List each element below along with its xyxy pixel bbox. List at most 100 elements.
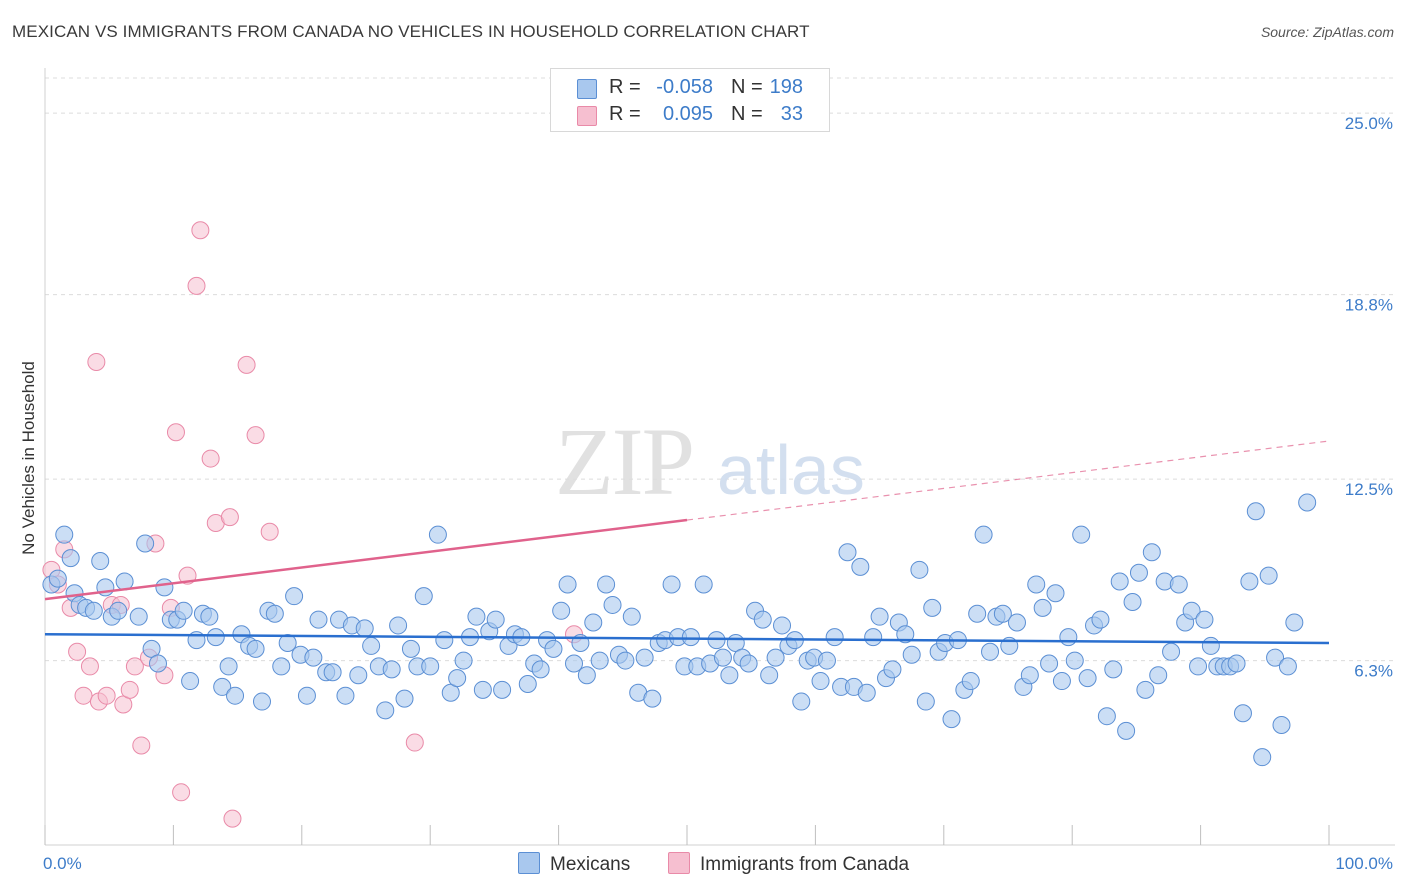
y-axis-label: No Vehicles in Household (19, 361, 38, 555)
data-point-mexicans (753, 610, 772, 629)
data-point-mexicans (421, 657, 440, 676)
legend-n-value: 198 (769, 76, 803, 98)
data-point-mexicans (739, 654, 758, 673)
data-point-mexicans (1065, 651, 1084, 670)
data-point-mexicans (1129, 563, 1148, 582)
data-point-mexicans (219, 657, 238, 676)
data-point-canada (191, 221, 210, 240)
data-point-mexicans (942, 710, 961, 729)
data-point-canada (125, 657, 144, 676)
trend-line-mexicans (44, 632, 1330, 645)
data-point-mexicans (643, 689, 662, 708)
data-point-mexicans (1169, 575, 1188, 594)
data-point-mexicans (616, 651, 635, 670)
data-point-mexicans (811, 672, 830, 691)
data-point-mexicans (1020, 666, 1039, 685)
data-point-canada (166, 423, 185, 442)
data-point-mexicans (1142, 543, 1161, 562)
data-point-mexicans (297, 686, 316, 705)
data-point-canada (246, 426, 265, 445)
data-point-canada (97, 686, 116, 705)
watermark: ZIP atlas (555, 408, 865, 515)
data-point-mexicans (713, 648, 732, 667)
data-point-mexicans (1046, 584, 1065, 603)
data-point-mexicans (974, 525, 993, 544)
data-point-mexicans (1091, 610, 1110, 629)
data-point-mexicans (1272, 715, 1291, 734)
data-point-mexicans (467, 607, 486, 626)
data-point-mexicans (91, 552, 110, 571)
data-point-mexicans (136, 534, 155, 553)
data-point-mexicans (993, 604, 1012, 623)
watermark-atlas: atlas (717, 431, 865, 509)
legend-row-mexicans: R = -0.058 N = 198 (551, 75, 829, 101)
data-point-mexicans (1298, 493, 1317, 512)
data-point-mexicans (597, 575, 616, 594)
data-point-mexicans (362, 636, 381, 655)
data-point-mexicans (1227, 654, 1246, 673)
data-point-mexicans (584, 613, 603, 632)
legend-r-label: R = (609, 76, 641, 98)
trend-line-canada-projection (686, 440, 1330, 521)
data-point-mexicans (1033, 598, 1052, 617)
data-point-mexicans (961, 672, 980, 691)
data-point-mexicans (883, 660, 902, 679)
x-tick-label: 0.0% (43, 854, 82, 873)
data-point-mexicans (206, 628, 225, 647)
data-point-mexicans (857, 683, 876, 702)
data-point-mexicans (309, 610, 328, 629)
legend: R = -0.058 N = 198 R = 0.095 N = 33 (550, 68, 830, 132)
data-point-mexicans (1052, 672, 1071, 691)
data-point-mexicans (864, 628, 883, 647)
data-point-mexicans (662, 575, 681, 594)
data-point-mexicans (1278, 657, 1297, 676)
data-point-mexicans (1162, 642, 1181, 661)
data-point-canada (405, 733, 424, 752)
data-point-mexicans (838, 543, 857, 562)
data-point-mexicans (1195, 610, 1214, 629)
data-point-mexicans (473, 680, 492, 699)
data-point-mexicans (1040, 654, 1059, 673)
data-point-canada (187, 276, 206, 295)
trend-line-canada (44, 518, 688, 601)
data-point-mexicans (544, 639, 563, 658)
data-point-canada (87, 352, 106, 371)
data-point-mexicans (1078, 669, 1097, 688)
y-tick-label: 12.5% (1345, 480, 1393, 499)
data-point-mexicans (382, 660, 401, 679)
data-point-canada (172, 783, 191, 802)
x-tick-label: 100.0% (1335, 854, 1393, 873)
bottom-legend-mexicans: Mexicans (518, 852, 630, 876)
legend-n-label: N = (731, 103, 763, 125)
y-tick-label: 6.3% (1354, 662, 1393, 681)
data-point-mexicans (181, 672, 200, 691)
data-point-mexicans (246, 639, 265, 658)
data-point-mexicans (213, 677, 232, 696)
data-point-mexicans (1097, 707, 1116, 726)
data-point-canada (120, 680, 139, 699)
data-point-mexicans (278, 634, 297, 653)
data-point-mexicans (454, 651, 473, 670)
data-point-mexicans (401, 639, 420, 658)
data-point-mexicans (55, 525, 74, 544)
data-point-mexicans (155, 578, 174, 597)
data-point-mexicans (720, 666, 739, 685)
data-point-mexicans (448, 669, 467, 688)
data-point-canada (132, 736, 151, 755)
data-point-mexicans (603, 595, 622, 614)
data-point-mexicans (226, 686, 245, 705)
bottom-legend-label: Immigrants from Canada (700, 854, 910, 875)
data-point-canada (260, 522, 279, 541)
legend-r-value: -0.058 (656, 76, 713, 98)
data-point-canada (74, 686, 93, 705)
data-point-mexicans (395, 689, 414, 708)
x-tick-labels: 0.0% 100.0% (43, 854, 1393, 873)
data-point-mexicans (817, 651, 836, 670)
data-point-mexicans (1104, 660, 1123, 679)
legend-r-label: R = (609, 103, 641, 125)
data-point-mexicans (355, 619, 374, 638)
data-point-mexicans (1253, 748, 1272, 767)
data-point-mexicans (902, 645, 921, 664)
data-point-mexicans (1136, 680, 1155, 699)
